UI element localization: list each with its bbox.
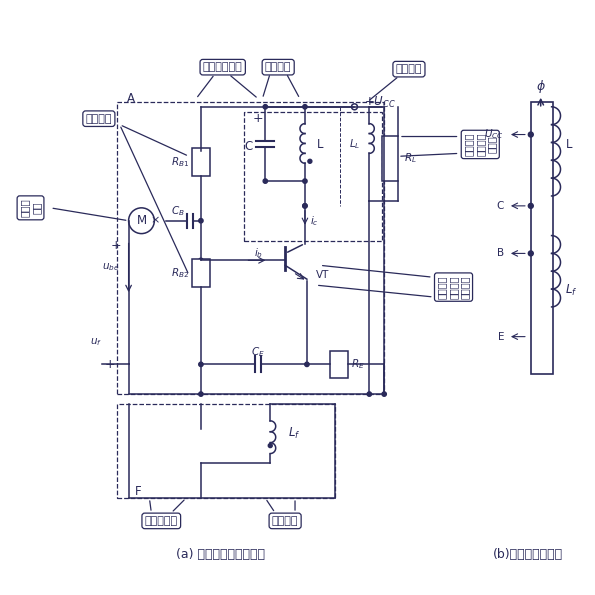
Text: $C_B$: $C_B$	[171, 204, 185, 218]
Text: 直流电源: 直流电源	[396, 64, 422, 74]
Text: $L_f$: $L_f$	[288, 426, 300, 441]
Text: 基本放大电路: 基本放大电路	[203, 62, 243, 72]
Text: C: C	[244, 140, 252, 153]
Text: 振荡器成
振条件与
调整振幅: 振荡器成 振条件与 调整振幅	[437, 275, 470, 299]
Text: $R_E$: $R_E$	[352, 358, 365, 371]
Circle shape	[303, 203, 307, 208]
Circle shape	[303, 105, 307, 109]
Circle shape	[382, 392, 386, 396]
Text: L: L	[565, 138, 572, 151]
Circle shape	[263, 105, 268, 109]
Text: L: L	[317, 138, 323, 151]
Text: F: F	[134, 485, 141, 497]
Bar	[382, 136, 398, 181]
Text: +: +	[253, 112, 264, 125]
Text: 偏置电阻: 偏置电阻	[86, 114, 112, 124]
Text: $\phi$: $\phi$	[536, 79, 546, 95]
Bar	[243, 112, 382, 240]
Text: +: +	[105, 358, 115, 371]
Text: M: M	[136, 214, 146, 227]
Text: 输出变压
器和负载
谐振器: 输出变压 器和负载 谐振器	[464, 133, 497, 156]
Text: $u_{be}$: $u_{be}$	[102, 261, 120, 273]
Circle shape	[305, 362, 309, 367]
Circle shape	[308, 159, 312, 163]
Circle shape	[199, 392, 203, 396]
Circle shape	[199, 362, 203, 367]
Text: $R_{B1}$: $R_{B1}$	[171, 155, 189, 169]
Circle shape	[129, 208, 154, 234]
Text: $R_{B2}$: $R_{B2}$	[171, 267, 189, 280]
Circle shape	[367, 392, 371, 396]
Bar	[531, 102, 553, 374]
Text: E: E	[497, 331, 504, 342]
Text: $i_b$: $i_b$	[254, 246, 263, 261]
Bar	[192, 148, 210, 176]
Text: VT: VT	[316, 270, 329, 280]
Text: +: +	[111, 239, 121, 252]
Text: (a) 变压器耦合振荡电路: (a) 变压器耦合振荡电路	[176, 548, 265, 561]
Circle shape	[268, 444, 273, 447]
Circle shape	[528, 203, 533, 208]
Circle shape	[303, 203, 307, 208]
Circle shape	[263, 179, 268, 183]
Text: $L_L$: $L_L$	[349, 137, 361, 151]
Text: $R_L$: $R_L$	[404, 151, 417, 165]
Circle shape	[352, 104, 358, 109]
Text: A: A	[127, 92, 134, 105]
Circle shape	[199, 218, 203, 223]
Text: C: C	[497, 201, 504, 211]
Bar	[192, 259, 210, 287]
Bar	[117, 404, 334, 498]
Circle shape	[303, 179, 307, 183]
Text: $i_c$: $i_c$	[311, 214, 320, 228]
Text: $u_f$: $u_f$	[90, 337, 102, 349]
Text: $U_{CC}$: $U_{CC}$	[484, 128, 504, 142]
Text: 信号源
内阻: 信号源 内阻	[20, 199, 41, 217]
Circle shape	[528, 132, 533, 137]
Text: 反馈线圈: 反馈线圈	[272, 516, 298, 526]
Text: $C_E$: $C_E$	[252, 346, 265, 359]
Text: (b)反馈线圈的绕法: (b)反馈线圈的绕法	[493, 548, 563, 561]
Text: 负反馈网络: 负反馈网络	[145, 516, 178, 526]
Text: $L_f$: $L_f$	[565, 283, 578, 298]
Bar	[330, 350, 347, 378]
Text: ×: ×	[151, 216, 160, 226]
Circle shape	[199, 258, 203, 262]
Circle shape	[528, 251, 533, 256]
Text: $+U_{CC}$: $+U_{CC}$	[364, 95, 396, 111]
Text: B: B	[497, 249, 504, 258]
Bar	[117, 102, 384, 394]
Text: 选频网络: 选频网络	[265, 62, 292, 72]
